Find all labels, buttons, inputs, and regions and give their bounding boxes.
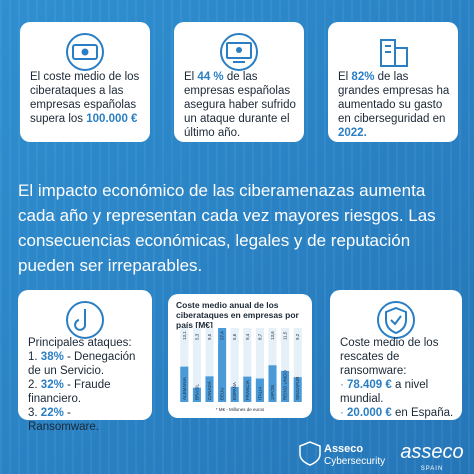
chart-card: Coste medio anual de los ciberataques en… [168, 294, 312, 418]
text: 1. [28, 351, 41, 363]
value-label: 13,1 [182, 331, 187, 340]
list-item: 1. 38% - Denegación de un Servicio. [28, 350, 144, 378]
icon [66, 33, 104, 71]
category-label: ALEMANIA [182, 377, 187, 400]
text: en España. [391, 407, 454, 419]
card-text: El coste medio de los ciberataques a las… [30, 70, 142, 126]
value-label: 9,4 [245, 333, 250, 340]
value-label: 11,5 [283, 331, 288, 340]
ransom-text: Coste medio de los rescates de ransomwar… [340, 336, 454, 420]
value-label: 5,3 [194, 333, 199, 340]
category-label: REINO UNIDO [283, 369, 288, 400]
bar-background [268, 328, 277, 402]
highlight: 78.409 € [347, 379, 392, 391]
category-label: ITALIA [257, 387, 262, 400]
value-label: 8,7 [257, 333, 262, 340]
card: Principales ataques: 1. 38% - Denegación … [18, 290, 152, 433]
icon [377, 301, 415, 339]
value-label: 9,5 [207, 333, 212, 340]
bar [281, 370, 290, 402]
brand: Cybersecurity [324, 456, 385, 467]
card: El 82% de las grandes empresas ha aument… [328, 22, 458, 142]
card-text: El 82% de las grandes empresas ha aument… [338, 70, 450, 140]
bar [255, 378, 264, 402]
highlight: 100.000 € [86, 113, 138, 125]
value-label: 5,6 [232, 333, 237, 340]
bar-background [281, 328, 290, 402]
category-label: JAPÓN [269, 385, 275, 400]
text: El [338, 71, 352, 83]
card-text: El 44 % de las empresas españolas asegur… [184, 70, 296, 140]
chart-title: Coste medio anual de los ciberataques en… [176, 300, 299, 330]
card: El 44 % de las empresas españolas asegur… [174, 22, 304, 142]
brand: Asseco [324, 443, 363, 455]
card: Coste medio de los rescates de ransomwar… [330, 290, 462, 420]
value-label: 9,2 [295, 333, 300, 340]
logo: asseco [400, 441, 463, 463]
bar-background [293, 328, 302, 402]
bar [192, 387, 201, 402]
bar-background [180, 328, 189, 402]
text: - Denegación de un Servicio. [28, 351, 136, 377]
icon [220, 33, 258, 71]
icon [380, 39, 408, 67]
text: 3. [28, 407, 41, 419]
category-label: EEUU [220, 387, 225, 400]
bar-background [230, 328, 239, 402]
text: de las empresas españolas asegura haber … [184, 71, 296, 139]
bar-background [192, 328, 201, 402]
category-label: ESPAÑA [231, 382, 237, 400]
logo-sub: SPAIN [421, 466, 444, 472]
category-label: BRASIL [194, 383, 199, 400]
category-label: FRANCIA [245, 380, 250, 400]
list-item: 3. 22% - Ransomware. [28, 406, 144, 434]
bar [230, 386, 239, 402]
highlight: 38% [40, 351, 64, 363]
icon [66, 301, 104, 339]
bar-background [205, 328, 214, 402]
highlight: 32% [40, 379, 64, 391]
chart: ALEMANIA 13,1 BRASIL 5,3 CANADÁ 9,5 EEUU 27,4 ES… [180, 328, 302, 412]
highlight: 20.000 € [347, 407, 392, 419]
list-item: 2. 32% - Fraude financiero. [28, 378, 144, 406]
highlight: 82% [351, 71, 375, 83]
text: · [340, 407, 348, 419]
attacks-text: Principales ataques: 1. 38% - Denegación … [28, 336, 144, 434]
text: de las grandes empresas ha aumentado su … [338, 71, 450, 125]
list-title: Principales ataques: [28, 337, 132, 349]
bar [293, 377, 302, 402]
text: El [184, 71, 198, 83]
bar-background [243, 328, 252, 402]
text: El coste medio de los ciberataques a las… [30, 71, 140, 125]
bar [243, 376, 252, 402]
bar [218, 328, 227, 402]
text: a nivel mundial. [340, 379, 429, 405]
text: - Fraude financiero. [28, 379, 111, 405]
highlight: 2022. [338, 127, 367, 139]
bar [268, 365, 277, 402]
highlight: 44 % [197, 71, 224, 83]
list-item: · 20.000 € en España. [340, 406, 454, 420]
list-item: · 78.409 € a nivel mundial. [340, 378, 454, 406]
bar-background [255, 328, 264, 402]
category-label: CANADÁ [206, 381, 212, 400]
value-label: 27,4 [220, 331, 225, 340]
card: El coste medio de los ciberataques a las… [20, 22, 150, 142]
footer: Asseco Cybersecurity asseco SPAIN [299, 441, 464, 472]
category-label: SINGAPUR [295, 376, 300, 400]
value-label: 13,6 [270, 331, 275, 340]
text: · [340, 379, 348, 391]
highlight: 22% [40, 407, 64, 419]
text: - Ransomware. [28, 407, 99, 433]
bar [205, 376, 214, 402]
text: 2. [28, 379, 41, 391]
chart-note: * M€ - Millones de euros [216, 407, 265, 412]
list-title: Coste medio de los rescates de ransomwar… [340, 337, 439, 377]
bar [180, 366, 189, 402]
headline: El impacto económico de las ciberamenaza… [18, 181, 436, 275]
